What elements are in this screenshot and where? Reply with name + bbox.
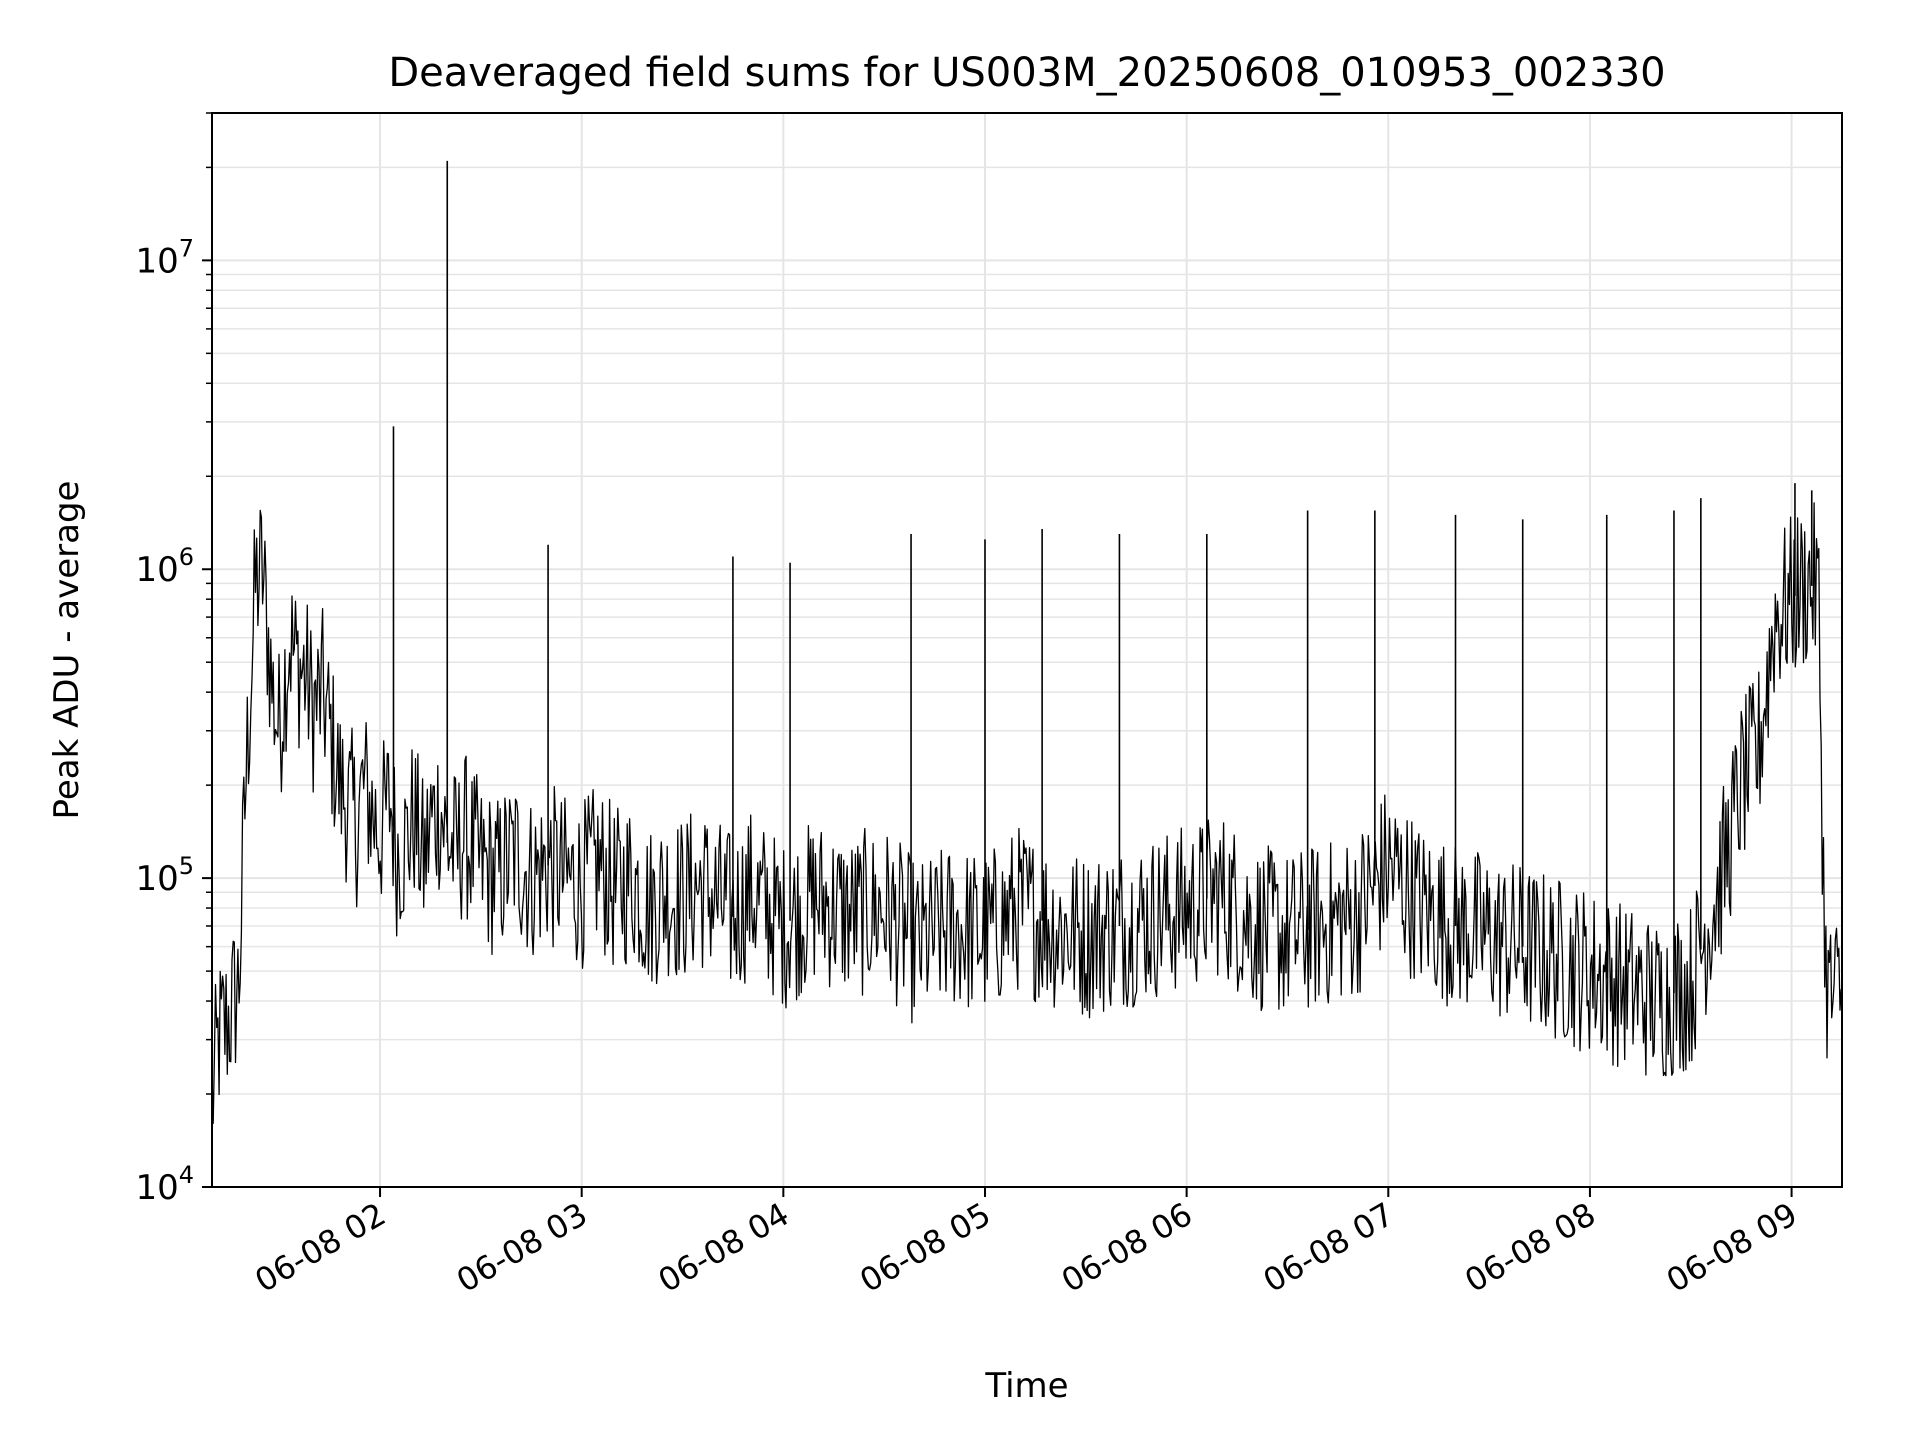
series-line [211, 502, 1842, 1124]
y-tick-label-exponent: 4 [179, 1161, 194, 1189]
y-tick-label-base: 10 [135, 241, 178, 281]
y-tick-label-base: 10 [135, 1168, 178, 1208]
plot-frame [211, 112, 1843, 1188]
y-tick-label: 104 [135, 1161, 194, 1208]
y-tick-label: 106 [135, 543, 194, 590]
y-tick-label-exponent: 6 [179, 543, 194, 571]
data-series [211, 160, 1842, 1124]
chart-title: Deaveraged field sums for US003M_2025060… [388, 50, 1665, 96]
y-tick-label: 105 [135, 852, 194, 899]
y-tick-label-base: 10 [135, 859, 178, 899]
y-tick-label: 107 [135, 234, 194, 281]
y-tick-label-base: 10 [135, 550, 178, 590]
y-tick-label-exponent: 5 [179, 852, 194, 880]
x-axis-label: Time [984, 1366, 1068, 1406]
y-axis-label: Peak ADU - average [47, 481, 87, 820]
y-tick-label-exponent: 7 [179, 234, 194, 262]
